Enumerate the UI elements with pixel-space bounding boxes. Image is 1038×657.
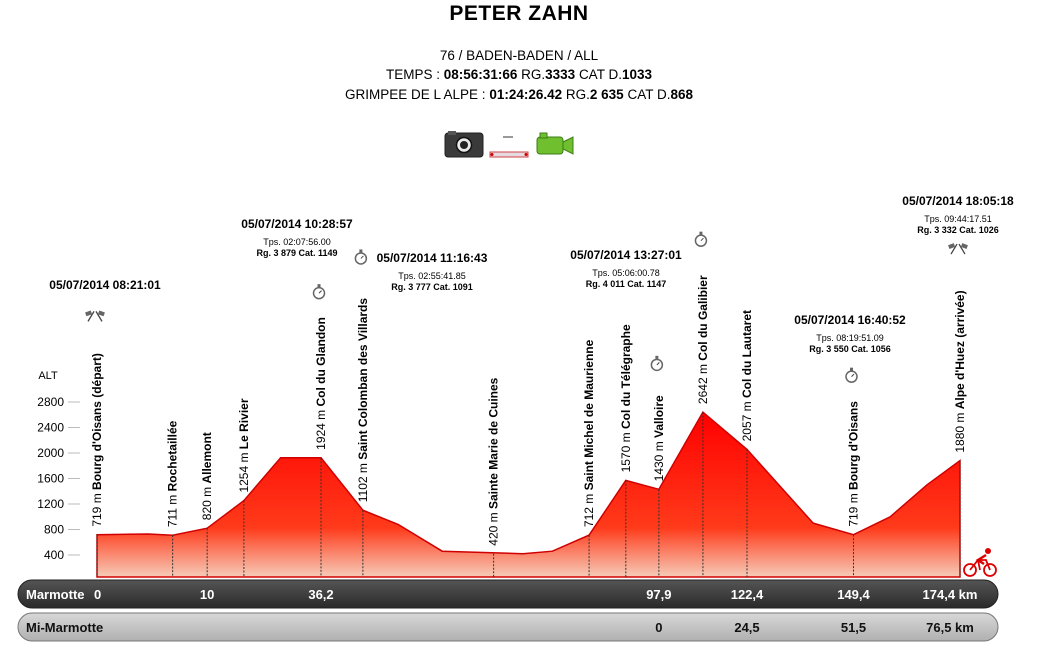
timing-rank: Rg. 3 332 Cat. 1026 [917, 225, 999, 235]
entry-info: 76 / BADEN-BADEN / ALL [439, 48, 599, 63]
timing-rank: Rg. 4 011 Cat. 1147 [586, 279, 667, 289]
timing-elapsed: Tps. 05:06:00.78 [592, 268, 660, 278]
waypoint-label: 1924 m Col du Glandon [314, 317, 328, 450]
total-time-label: TEMPS : [386, 67, 441, 82]
waypoint-label: 1430 m Valloire [652, 395, 666, 481]
total-cat-label: CAT D. [578, 67, 622, 82]
distance-mark: 0 [655, 620, 662, 635]
timing-elapsed: Tps. 09:44:17.51 [924, 214, 992, 224]
waypoint-label: 1570 m Col du Télégraphe [619, 324, 633, 472]
timing-timestamp: 05/07/2014 08:21:01 [49, 278, 161, 292]
stopwatch-icon [312, 284, 326, 300]
waypoint-icons [85, 231, 968, 383]
distance-mark: 24,5 [734, 620, 759, 635]
timing-rank: Rg. 3 879 Cat. 1149 [256, 248, 337, 258]
waypoint-label: 719 m Bourg d'Oisans (départ) [90, 353, 104, 527]
timing-annotations: 05/07/2014 08:21:01 05/07/2014 10:28:57 Tp… [49, 194, 1014, 354]
waypoint-label: 1254 m Le Rivier [237, 398, 251, 492]
distance-mark: 0 [94, 587, 101, 602]
timing-elapsed: Tps. 02:55:41.85 [398, 271, 466, 281]
y-tick-label: 1200 [37, 497, 64, 511]
distance-bar-name: Marmotte [26, 587, 85, 602]
timing-timestamp: 05/07/2014 10:28:57 [241, 217, 353, 231]
total-time-line: TEMPS : 08:56:31:66 RG.3333 CAT D.1033 [0, 67, 1038, 82]
total-time-value: 08:56:31:66 [443, 67, 518, 82]
y-tick-label: 2400 [37, 421, 64, 435]
camera-icon[interactable] [444, 130, 484, 160]
waypoint-label: 1102 m Saint Colomban des Villards [356, 298, 370, 503]
climb-rank-value: 2 635 [589, 87, 624, 102]
distance-bars: Marmotte 0 10 36,2 97,9 122,4 149,4 174,4 km Mi-… [17, 579, 999, 642]
waypoint-label: 420 m Sainte Marie de Cuines [487, 377, 501, 545]
distance-mark: 174,4 km [923, 587, 978, 602]
climb-time-line: GRIMPEE DE L ALPE : 01:24:26.42 RG.2 635… [0, 87, 1038, 102]
cyclist-icon [963, 548, 997, 577]
distance-mark: 97,9 [646, 587, 671, 602]
distance-bar-name: Mi-Marmotte [26, 620, 103, 635]
waypoint-label: 719 m Bourg d'Oisans [847, 401, 861, 527]
waypoint-labels: 719 m Bourg d'Oisans (départ) 711 m Roche… [90, 275, 967, 546]
mi-marmotte-distance-bar [17, 612, 999, 642]
waypoint-label: 1880 m Alpe d'Huez (arrivée) [953, 290, 967, 452]
timing-timestamp: 05/07/2014 16:40:52 [794, 313, 906, 327]
checkered-flag-icon [85, 310, 105, 322]
climb-cat-value: 868 [670, 87, 694, 102]
distance-mark: 36,2 [308, 587, 333, 602]
climb-time-value: 01:24:26.42 [489, 87, 563, 102]
timing-elapsed: Tps. 08:19:51.09 [816, 333, 884, 343]
climb-rank-label: RG. [565, 87, 590, 102]
timing-rank: Rg. 3 550 Cat. 1056 [809, 344, 891, 354]
checkered-flag-icon [948, 243, 968, 255]
video-camera-icon[interactable] [536, 130, 574, 160]
y-axis: 400 800 1200 1600 2000 2400 2800 [37, 395, 80, 562]
waypoint-label: 820 m Allemont [200, 432, 214, 520]
marmotte-distance-bar [17, 579, 999, 609]
y-tick-label: 2800 [37, 395, 64, 409]
waypoint-label: 2057 m Col du Lautaret [740, 310, 754, 441]
waypoint-drop-lines [96, 412, 961, 577]
distance-mark: 122,4 [731, 587, 764, 602]
y-tick-label: 800 [44, 523, 64, 537]
y-axis-title: ALT [38, 370, 58, 382]
stopwatch-icon [354, 249, 368, 265]
y-tick-label: 1600 [37, 472, 64, 486]
elevation-profile-area [96, 410, 961, 578]
waypoint-label: 711 m Rochetaillée [166, 420, 180, 527]
total-rank-label: RG. [521, 67, 546, 82]
total-rank-value: 3333 [545, 67, 576, 82]
timing-timestamp: 05/07/2014 18:05:18 [902, 194, 1014, 208]
timing-rank: Rg. 3 777 Cat. 1091 [391, 282, 473, 292]
timing-timestamp: 05/07/2014 11:16:43 [377, 251, 488, 265]
distance-mark: 76,5 km [926, 620, 974, 635]
distance-mark: 10 [200, 587, 214, 602]
distance-mark: 51,5 [841, 620, 866, 635]
climb-time-label: GRIMPEE DE L ALPE : [344, 87, 486, 102]
climb-cat-label: CAT D. [627, 87, 671, 102]
distance-mark: 149,4 [837, 587, 870, 602]
total-cat-value: 1033 [621, 67, 652, 82]
runner-name: PETER ZAHN [449, 2, 589, 25]
waypoint-label: 2642 m Col du Galibier [696, 275, 710, 404]
stopwatch-icon [845, 367, 858, 383]
y-tick-label: 400 [44, 548, 64, 562]
stopwatch-icon [650, 355, 664, 372]
stopwatch-icon [694, 231, 708, 247]
y-tick-label: 2000 [37, 446, 64, 460]
timing-timestamp: 05/07/2014 13:27:01 [570, 248, 682, 262]
ticket-icon[interactable] [487, 130, 531, 160]
waypoint-label: 712 m Saint Michel de Maurienne [582, 339, 596, 527]
timing-elapsed: Tps. 02:07:56.00 [263, 237, 331, 247]
